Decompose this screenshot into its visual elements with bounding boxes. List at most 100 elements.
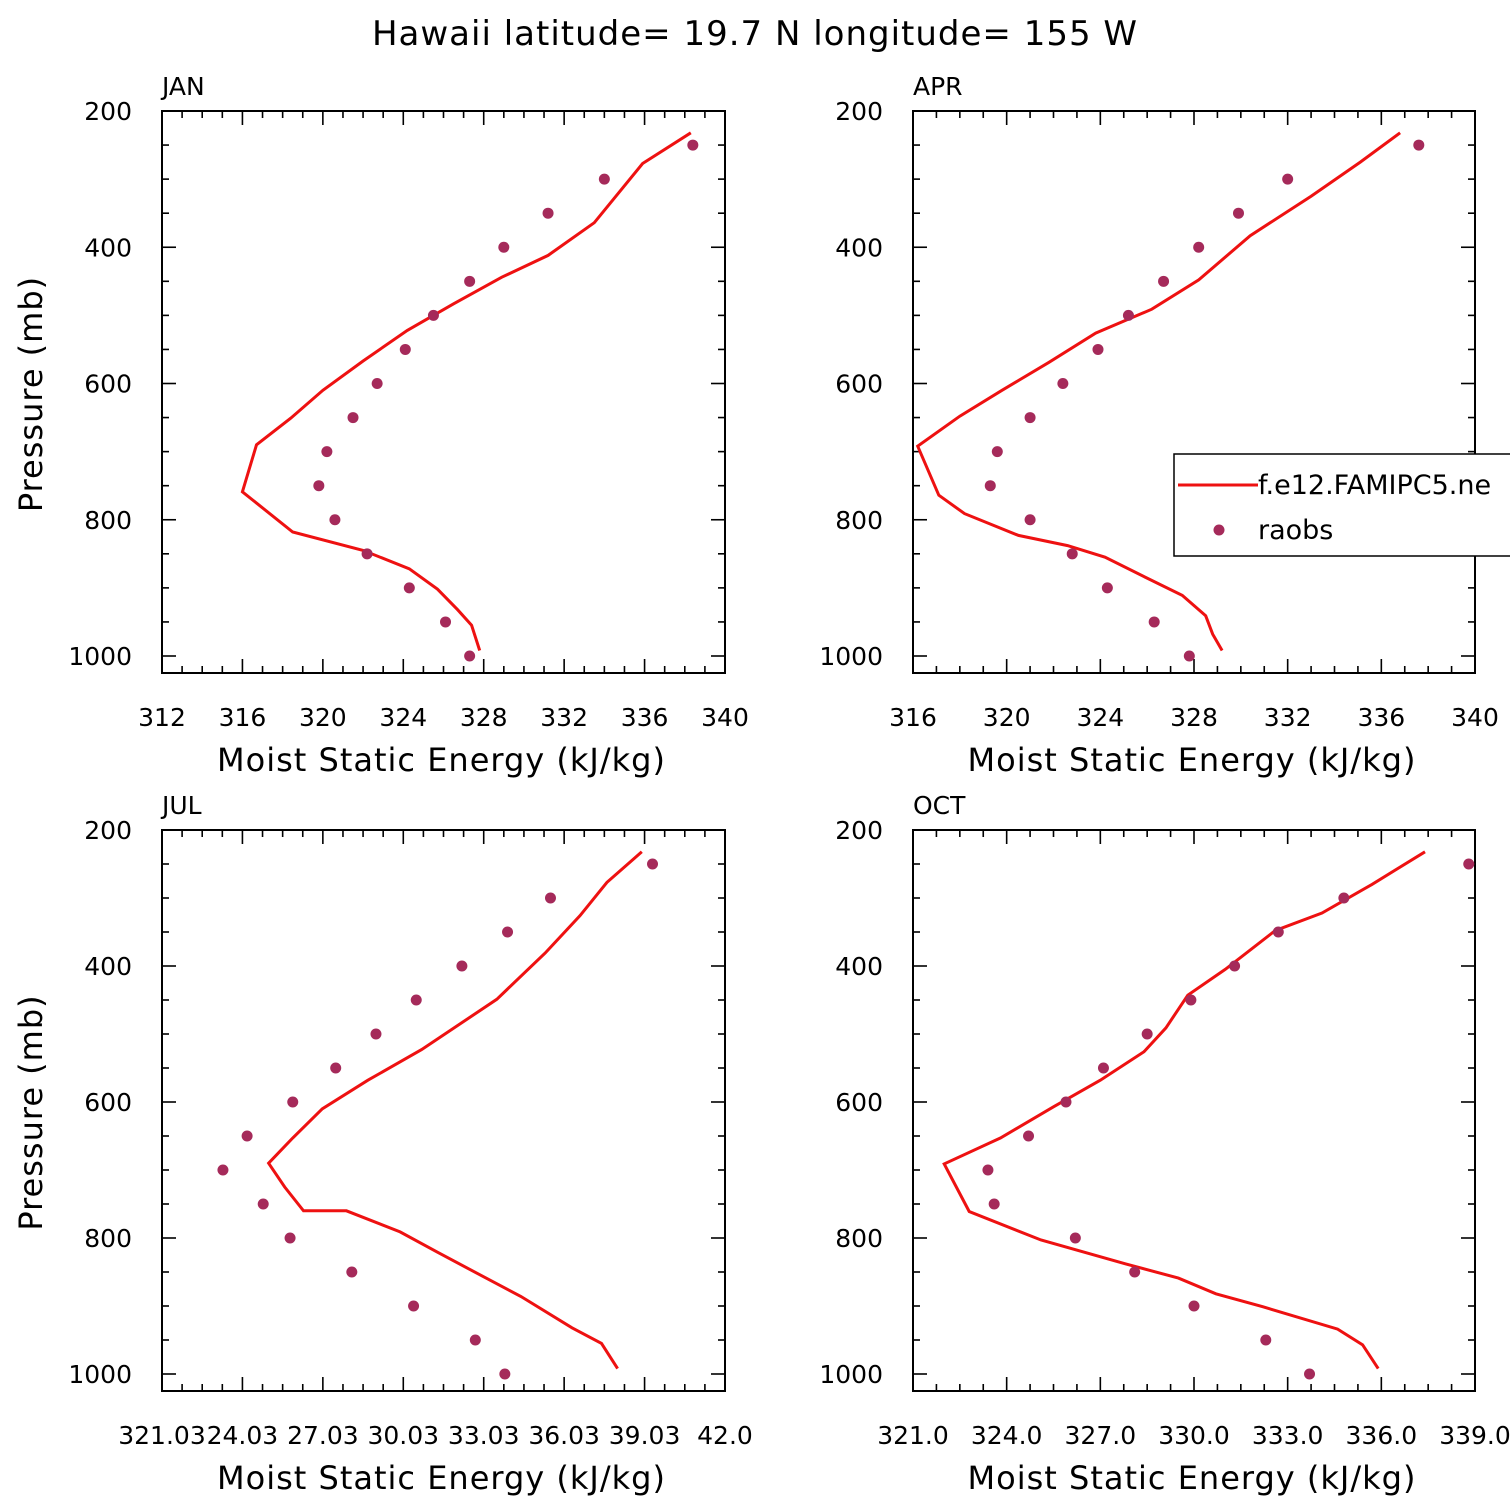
legend-box (1173, 453, 1510, 557)
raobs-point (456, 960, 468, 972)
raobs-point (544, 892, 556, 904)
raobs-point (1304, 1368, 1316, 1380)
y-tick-label: 800 (835, 506, 883, 535)
x-tick-label: 332 (540, 703, 588, 732)
model-line-oct (942, 850, 1426, 1370)
panel-apr: APR 200 400 600 800 1000 316 320 324 328 332 336 340… (819, 72, 1498, 779)
y-axis-label: Pressure (mb) (12, 276, 50, 512)
y-tick-label: 1000 (819, 642, 883, 671)
model-line-jul (266, 850, 643, 1370)
panel-label: JUL (160, 791, 202, 820)
x-tick-label: 332 (1264, 703, 1312, 732)
raobs-point (330, 1062, 342, 1074)
raobs-point (408, 1300, 420, 1312)
raobs-point (1185, 994, 1197, 1006)
y-tick-label: 1000 (819, 1360, 883, 1389)
raobs-point (371, 378, 383, 389)
raobs-point (1188, 1300, 1200, 1312)
raobs-point (321, 446, 333, 458)
x-tick-label: 327.0 (1065, 1421, 1137, 1450)
x-axis-label: Moist Static Energy (kJ/kg) (217, 1459, 666, 1497)
panel-jan: JAN 200 400 600 800 1000 312 316 320 324 328 332 336… (12, 72, 749, 779)
raobs-point (464, 275, 476, 287)
raobs-point (1183, 650, 1195, 662)
y-tick-label: 400 (84, 233, 132, 262)
panel-label: OCT (913, 791, 966, 820)
x-tick-label: 328 (460, 703, 508, 732)
x-tick-label: 42.0 (697, 1421, 753, 1450)
raobs-point (1024, 514, 1036, 526)
raobs-point (427, 309, 439, 321)
y-tick-label: 600 (84, 370, 132, 399)
legend-model-label: f.e12.FAMIPC5.ne (1258, 470, 1491, 501)
panel-jul: JUL 200 400 600 800 1000 321.03 24.03 27.03 30.03… (12, 791, 753, 1497)
raobs-point (399, 343, 411, 355)
raobs-point (1463, 858, 1475, 870)
x-tick-label: 320 (299, 703, 347, 732)
figure-title: Hawaii latitude= 19.7 N longitude= 155 W (372, 14, 1138, 54)
raobs-point (984, 480, 996, 492)
x-tick-label: 316 (889, 703, 937, 732)
x-tick-label: 321.0 (877, 1421, 949, 1450)
x-tick-label: 30.03 (367, 1421, 439, 1450)
y-tick-label: 600 (835, 1088, 883, 1117)
model-line-apr (915, 131, 1401, 652)
y-tick-label: 600 (84, 1088, 132, 1117)
x-axis-label: Moist Static Energy (kJ/kg) (968, 741, 1417, 779)
raobs-point (347, 412, 359, 424)
raobs-point (1129, 1266, 1141, 1278)
x-tick-label: 336 (1357, 703, 1405, 732)
panel-label: APR (913, 72, 963, 101)
y-axis-label: Pressure (mb) (12, 994, 50, 1230)
legend-obs-marker-swatch (1213, 524, 1225, 536)
raobs-point (687, 139, 699, 151)
raobs-point (1413, 139, 1425, 151)
raobs-point (217, 1164, 229, 1176)
x-tick-label: 339.0 (1439, 1421, 1510, 1450)
x-tick-label: 39.03 (609, 1421, 681, 1450)
x-tick-label: 330.0 (1158, 1421, 1230, 1450)
raobs-point (647, 858, 659, 870)
raobs-point (1069, 1232, 1081, 1244)
raobs-point (1158, 275, 1170, 287)
plot-frame (161, 110, 726, 674)
raobs-point (313, 480, 325, 492)
x-axis-label: Moist Static Energy (kJ/kg) (968, 1459, 1417, 1497)
x-tick-label: 27.03 (287, 1421, 359, 1450)
raobs-point (502, 926, 514, 938)
raobs-point (329, 514, 341, 526)
x-tick-label: 340 (1451, 703, 1499, 732)
raobs-point (542, 207, 554, 219)
raobs-point (346, 1266, 358, 1278)
x-tick-label: 320 (983, 703, 1031, 732)
raobs-point (1057, 378, 1069, 389)
raobs-point (287, 1096, 299, 1108)
raobs-point (1097, 1062, 1109, 1074)
model-line-jan (240, 131, 692, 651)
raobs-point (1141, 1028, 1153, 1040)
raobs-point (991, 446, 1003, 458)
raobs-point (1148, 616, 1160, 628)
raobs-point (1260, 1334, 1272, 1346)
x-tick-label: 321.03 (118, 1421, 205, 1450)
raobs-point (598, 173, 610, 185)
x-tick-label: 324.0 (971, 1421, 1043, 1450)
raobs-point (403, 582, 415, 594)
y-tick-label: 200 (84, 97, 132, 126)
x-tick-label: 336 (621, 703, 669, 732)
y-tick-label: 400 (835, 952, 883, 981)
y-tick-label: 800 (84, 506, 132, 535)
panel-oct: OCT 200 400 600 800 1000 321.0 324.0 327.0 330.0 3… (819, 791, 1510, 1497)
y-tick-label: 200 (835, 816, 883, 845)
raobs-point (464, 650, 476, 662)
plot-frame (161, 829, 726, 1392)
raobs-point (982, 1164, 994, 1176)
raobs-point (1101, 582, 1113, 594)
raobs-point (410, 994, 422, 1006)
y-tick-label: 400 (84, 952, 132, 981)
raobs-point (1193, 241, 1205, 253)
raobs-point (370, 1028, 382, 1040)
x-tick-label: 36.03 (528, 1421, 600, 1450)
x-tick-label: 33.03 (448, 1421, 520, 1450)
raobs-point (1122, 309, 1134, 321)
